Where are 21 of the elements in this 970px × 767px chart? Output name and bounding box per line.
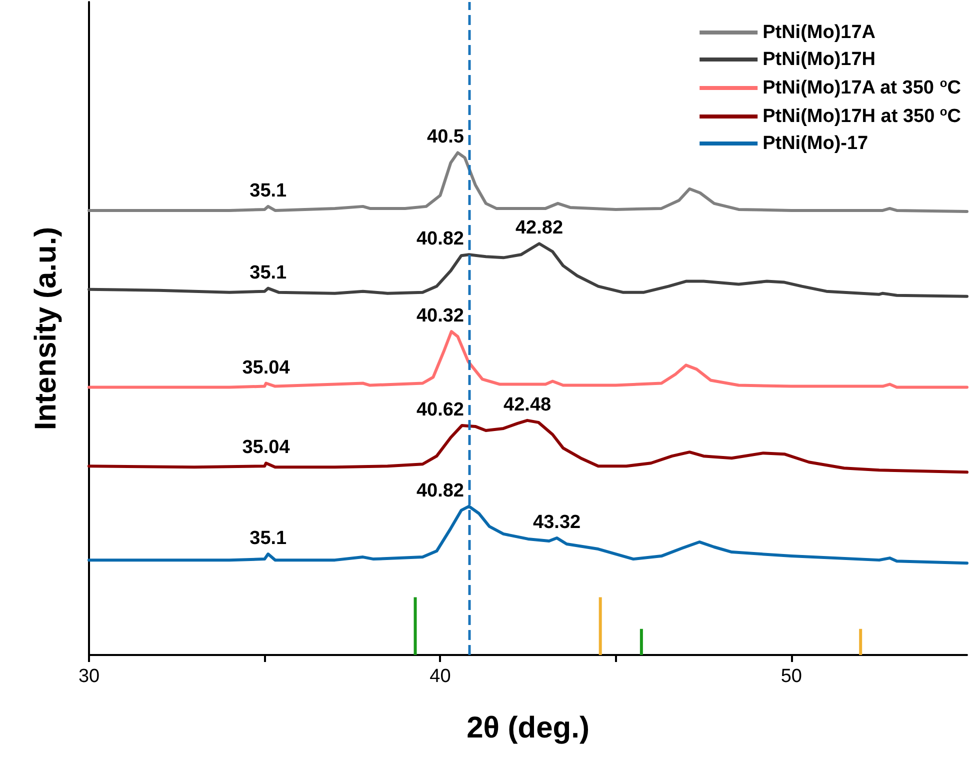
annotation: 40.62 (416, 399, 464, 420)
annotation: 35.1 (250, 262, 288, 284)
x-tick-label: 50 (780, 666, 802, 687)
annotation: 35.1 (250, 528, 288, 550)
annotation: 40.5 (427, 126, 464, 148)
legend-label: PtNi(Mo)17H (762, 49, 876, 70)
annotation: 40.82 (416, 480, 464, 502)
annotation: 42.82 (515, 218, 564, 239)
annotation: 35.04 (242, 437, 290, 458)
annotation: 42.48 (504, 394, 552, 416)
annotation: 43.32 (533, 512, 581, 533)
annotation: 40.32 (416, 306, 464, 327)
annotation: 40.82 (416, 228, 464, 250)
x-axis-title: 2θ (deg.) (466, 712, 590, 744)
x-tick-label: 40 (430, 666, 451, 687)
x-tick-label: 30 (78, 666, 100, 687)
legend-label: PtNi(Mo)-17 (762, 133, 868, 154)
y-axis-title: Intensity (a.u.) (30, 226, 62, 430)
legend-label: PtNi(Mo)17A (762, 22, 876, 43)
annotation: 35.04 (242, 357, 290, 378)
annotation: 35.1 (250, 180, 288, 202)
